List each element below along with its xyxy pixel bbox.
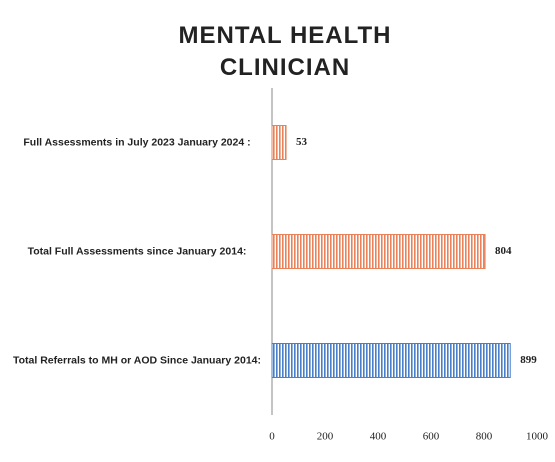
bar	[271, 343, 511, 378]
data-label: 804	[495, 245, 512, 257]
x-tick-label: 200	[317, 431, 334, 443]
bar	[271, 234, 486, 269]
y-tick-label: Full Assessments in July 2023 January 20…	[23, 136, 251, 148]
data-label: 899	[520, 354, 537, 366]
bar	[271, 125, 287, 160]
x-tick-label: 600	[423, 431, 440, 443]
y-tick-label: Total Referrals to MH or AOD Since Janua…	[13, 354, 261, 366]
y-tick-label: Total Full Assessments since January 201…	[27, 245, 247, 257]
chart-title: MENTAL HEALTH CLINICIAN	[178, 22, 392, 81]
data-label: 53	[296, 136, 308, 148]
x-tick-label: 1000	[526, 431, 549, 443]
x-tick-label: 400	[370, 431, 387, 443]
x-tick-label: 800	[476, 431, 493, 443]
x-tick-label: 0	[269, 431, 275, 443]
